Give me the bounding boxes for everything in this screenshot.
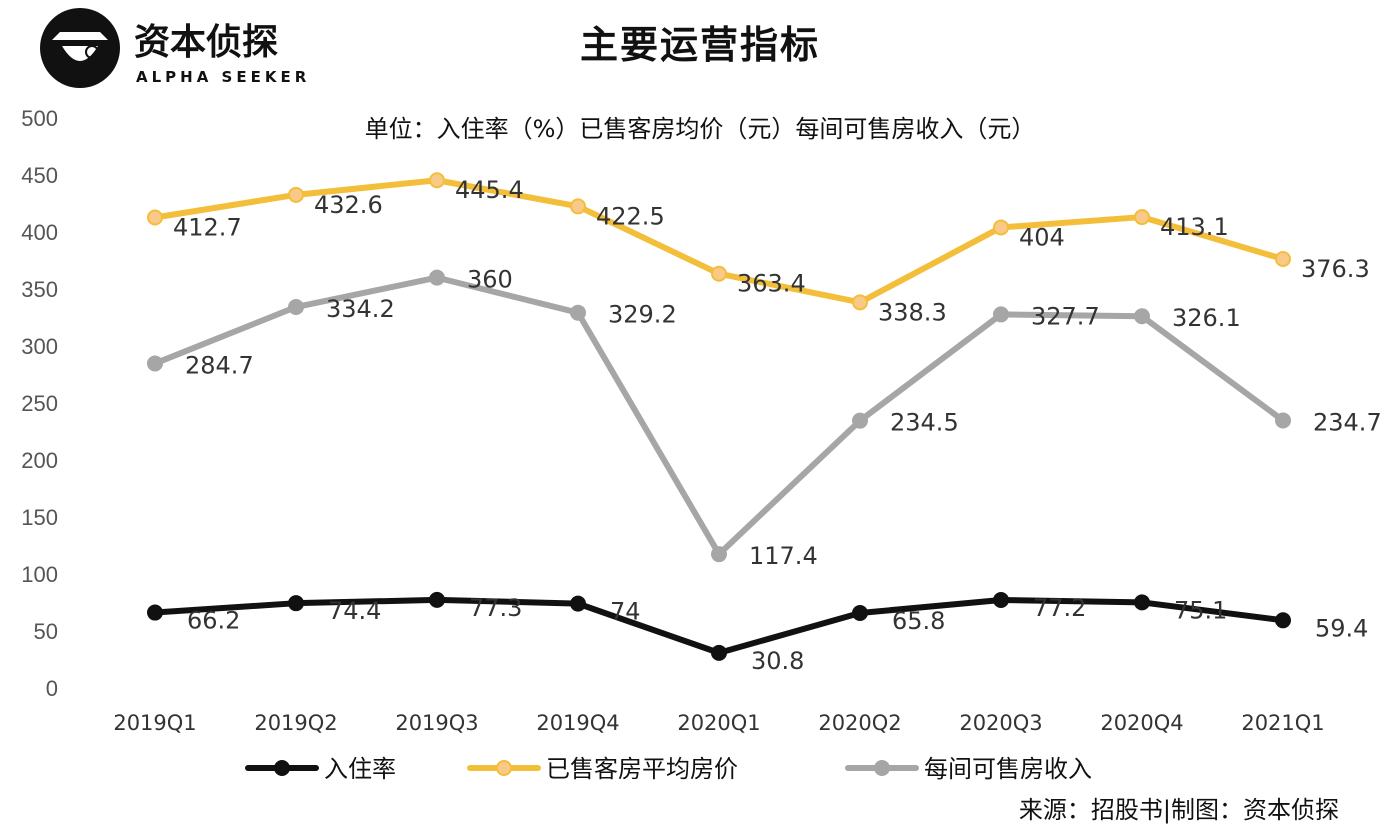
brand-name: 资本侦探: [134, 22, 278, 63]
series-line-2: [152, 274, 1286, 558]
data-label: 422.5: [596, 202, 665, 230]
data-label: 30.8: [751, 647, 804, 675]
y-tick-label: 200: [21, 448, 58, 473]
x-tick-label: 2020Q1: [677, 711, 760, 735]
data-label: 326.1: [1172, 304, 1241, 332]
data-label: 234.5: [890, 409, 959, 437]
y-tick-label: 350: [21, 277, 58, 302]
data-label: 360: [467, 266, 513, 294]
data-label: 77.3: [469, 594, 522, 622]
legend-label: 已售客房平均房价: [546, 755, 738, 783]
data-point: [852, 294, 868, 311]
data-label: 404: [1019, 223, 1065, 251]
data-point: [570, 595, 586, 612]
data-point: [1134, 594, 1150, 611]
x-tick-label: 2020Q2: [818, 711, 901, 735]
y-tick-label: 250: [21, 391, 58, 416]
legend-marker: [496, 760, 512, 776]
x-tick-label: 2020Q3: [959, 711, 1042, 735]
data-point: [1134, 209, 1150, 226]
data-point: [570, 198, 586, 215]
data-label: 412.7: [173, 214, 242, 242]
data-point: [1275, 412, 1291, 429]
data-label: 334.2: [326, 295, 395, 323]
data-point: [429, 591, 445, 608]
y-tick-label: 150: [21, 505, 58, 530]
legend-marker: [274, 760, 290, 776]
data-point: [429, 172, 445, 189]
data-label: 66.2: [187, 607, 240, 635]
data-label: 445.4: [455, 176, 524, 204]
x-tick-label: 2019Q1: [113, 711, 196, 735]
data-label: 74.4: [328, 597, 381, 625]
data-label: 284.7: [185, 351, 254, 379]
data-label: 432.6: [314, 191, 383, 219]
data-point: [1275, 251, 1291, 268]
x-tick-label: 2019Q3: [395, 711, 478, 735]
data-point: [993, 306, 1009, 323]
data-point: [288, 299, 304, 316]
y-tick-label: 50: [34, 619, 58, 644]
data-label: 413.1: [1160, 213, 1229, 241]
data-label: 75.1: [1174, 596, 1227, 624]
data-point: [147, 209, 163, 226]
y-tick-label: 100: [21, 562, 58, 587]
y-tick-label: 450: [21, 163, 58, 188]
x-tick-label: 2020Q4: [1100, 711, 1183, 735]
data-label: 376.3: [1301, 255, 1370, 283]
data-point: [147, 604, 163, 621]
data-label: 77.2: [1033, 594, 1086, 622]
data-label: 234.7: [1313, 408, 1382, 436]
x-tick-label: 2019Q2: [254, 711, 337, 735]
y-tick-label: 0: [46, 676, 58, 701]
data-label: 117.4: [749, 542, 818, 570]
y-tick-label: 400: [21, 220, 58, 245]
data-label: 74: [610, 598, 641, 626]
data-point: [711, 265, 727, 282]
x-tick-label: 2021Q1: [1241, 711, 1324, 735]
chart-subtitle: 单位：入住率（%）已售客房均价（元）每间可售房收入（元）: [365, 115, 1036, 143]
data-point: [852, 604, 868, 621]
legend-label: 入住率: [324, 755, 396, 783]
data-point: [429, 269, 445, 286]
data-point: [147, 355, 163, 372]
data-label: 327.7: [1031, 302, 1100, 330]
data-label: 329.2: [608, 301, 677, 329]
chart-title: 主要运营指标: [579, 22, 820, 67]
source-note: 来源：招股书|制图：资本侦探: [1018, 796, 1339, 824]
data-label: 59.4: [1315, 614, 1368, 642]
data-point: [852, 412, 868, 429]
y-tick-label: 500: [21, 106, 58, 131]
legend-marker: [874, 760, 890, 776]
data-point: [711, 546, 727, 563]
data-point: [570, 304, 586, 321]
data-point: [993, 219, 1009, 236]
data-point: [1134, 308, 1150, 325]
legend-label: 每间可售房收入: [924, 755, 1092, 783]
data-label: 65.8: [892, 607, 945, 635]
x-tick-label: 2019Q4: [536, 711, 619, 735]
data-point: [288, 595, 304, 612]
brand-tagline: ALPHA SEEKER: [136, 68, 310, 86]
data-point: [993, 591, 1009, 608]
y-tick-label: 300: [21, 334, 58, 359]
data-point: [288, 186, 304, 203]
data-point: [711, 644, 727, 661]
data-point: [1275, 612, 1291, 629]
data-label: 338.3: [878, 298, 947, 326]
data-label: 363.4: [737, 270, 806, 298]
brand-logo: 资本侦探 ALPHA SEEKER: [40, 8, 310, 88]
